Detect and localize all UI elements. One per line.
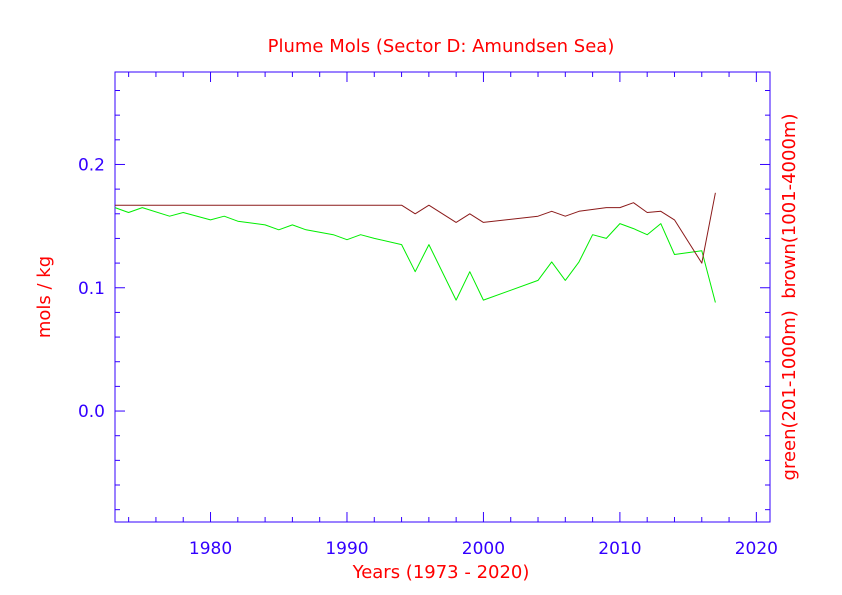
x-tick-label: 2000 — [462, 539, 505, 559]
x-tick-labels: 1980 1990 2000 2010 2020 — [189, 539, 778, 559]
y-tick-label: 0.0 — [78, 402, 105, 422]
x-tick-label: 2010 — [598, 539, 641, 559]
x-axis-label: Years (1973 - 2020) — [352, 562, 530, 583]
axis-ticks — [115, 72, 770, 522]
series-line-brown — [115, 192, 716, 264]
series-lines — [114, 192, 716, 303]
y-axis-label-right: green(201-1000m) brown(1001-4000m) — [779, 114, 800, 481]
chart-title: Plume Mols (Sector D: Amundsen Sea) — [268, 36, 615, 57]
x-tick-label: 1980 — [189, 539, 232, 559]
y-tick-label: 0.2 — [78, 155, 105, 175]
y-axis-label: mols / kg — [34, 256, 55, 338]
x-tick-label: 1990 — [325, 539, 368, 559]
series-line-green — [114, 207, 716, 303]
x-tick-label: 2020 — [735, 539, 778, 559]
plot-frame — [114, 71, 771, 523]
y-tick-labels: 0.0 0.1 0.2 — [78, 155, 105, 422]
y-tick-label: 0.1 — [78, 279, 105, 299]
